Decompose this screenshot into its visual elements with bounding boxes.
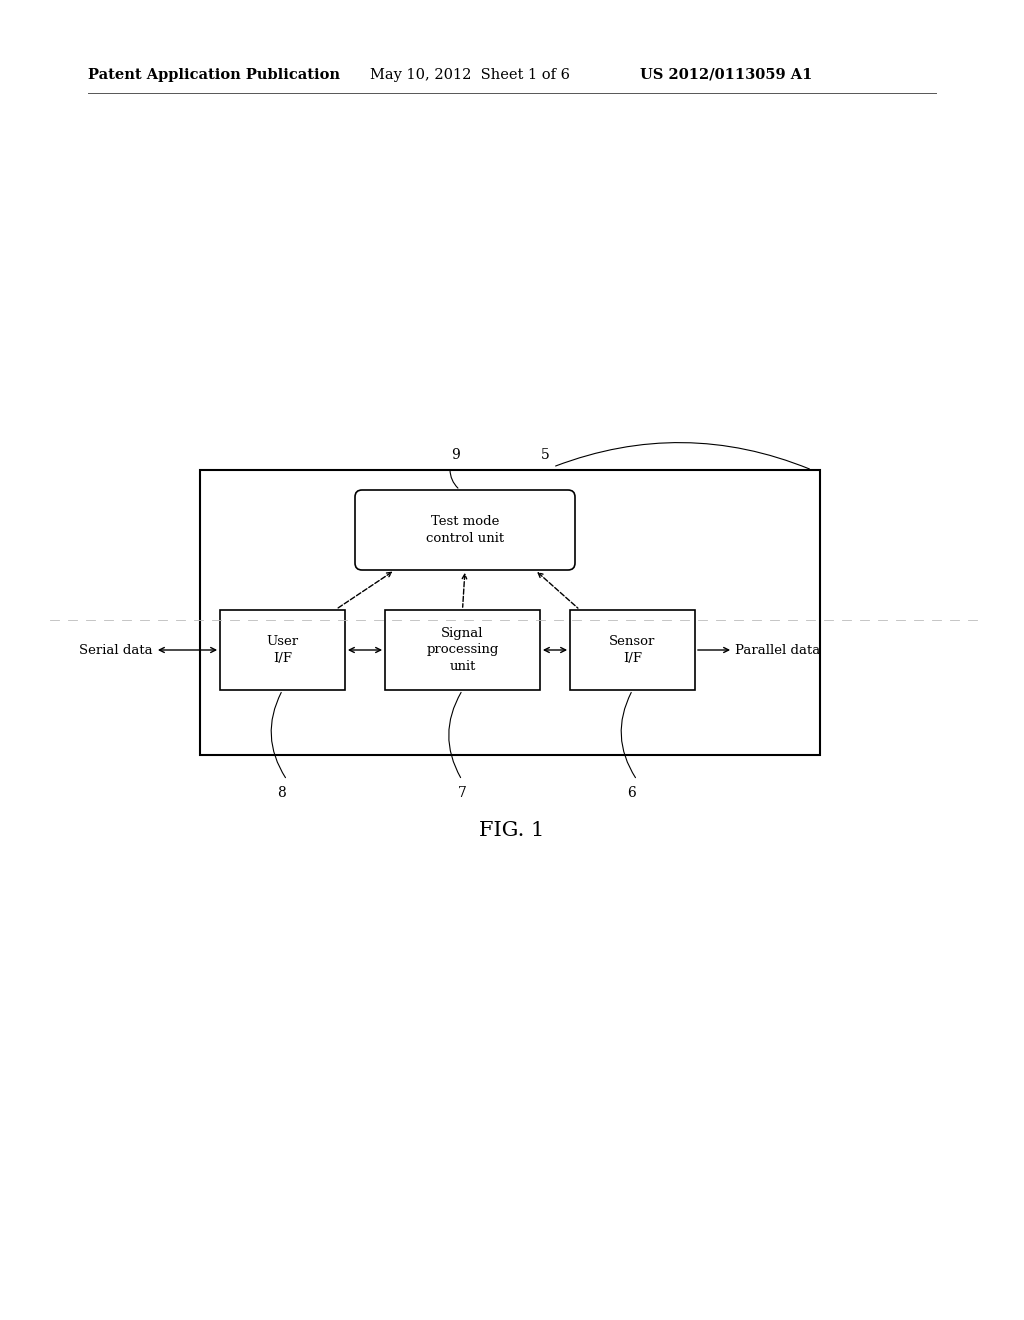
Bar [385,610,540,690]
Text: 5: 5 [541,447,549,462]
Text: 8: 8 [278,785,287,800]
Bar [570,610,695,690]
Text: 7: 7 [458,785,467,800]
Text: 9: 9 [451,447,460,462]
Text: Test mode
control unit: Test mode control unit [426,515,504,545]
Text: Parallel data: Parallel data [735,644,820,656]
Text: 6: 6 [628,785,636,800]
FancyBboxPatch shape [355,490,575,570]
Text: Patent Application Publication: Patent Application Publication [88,69,340,82]
Text: FIG. 1: FIG. 1 [479,821,545,840]
Text: Serial data: Serial data [80,644,153,656]
Bar [220,610,345,690]
Text: May 10, 2012  Sheet 1 of 6: May 10, 2012 Sheet 1 of 6 [370,69,570,82]
Text: US 2012/0113059 A1: US 2012/0113059 A1 [640,69,812,82]
Text: Signal
processing
unit: Signal processing unit [426,627,499,673]
Bar [200,470,820,755]
Text: User
I/F: User I/F [266,635,299,665]
Text: Sensor
I/F: Sensor I/F [609,635,655,665]
